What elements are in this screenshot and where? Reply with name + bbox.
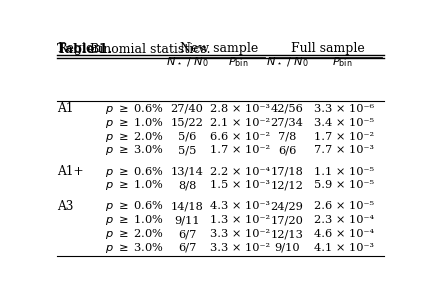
Text: 6/7: 6/7: [178, 229, 196, 239]
Text: 17/18: 17/18: [270, 166, 304, 177]
Text: A1+: A1+: [57, 165, 84, 178]
Text: 1.1 × 10⁻⁵: 1.1 × 10⁻⁵: [313, 166, 374, 177]
Text: 27/40: 27/40: [171, 104, 203, 114]
Text: 5/5: 5/5: [178, 146, 196, 156]
Text: 3.3 × 10⁻²: 3.3 × 10⁻²: [210, 243, 270, 253]
Text: 1.7 × 10⁻²: 1.7 × 10⁻²: [210, 146, 270, 156]
Text: 4.3 × 10⁻³: 4.3 × 10⁻³: [210, 201, 270, 211]
Text: $p$ $\geq$ 1.0%: $p$ $\geq$ 1.0%: [105, 116, 164, 130]
Text: 7/8: 7/8: [278, 132, 296, 142]
Text: $p$ $\geq$ 1.0%: $p$ $\geq$ 1.0%: [105, 213, 164, 227]
Text: 1.3 × 10⁻²: 1.3 × 10⁻²: [210, 215, 270, 225]
Text: Table 1.: Table 1.: [57, 43, 112, 56]
Text: 12/13: 12/13: [270, 229, 304, 239]
Text: Region: Region: [57, 42, 101, 55]
Text: 7.7 × 10⁻³: 7.7 × 10⁻³: [313, 146, 374, 156]
Text: 3.3 × 10⁻⁶: 3.3 × 10⁻⁶: [313, 104, 374, 114]
Text: New sample: New sample: [180, 42, 258, 55]
Text: 6/7: 6/7: [178, 243, 196, 253]
Text: 3.4 × 10⁻⁵: 3.4 × 10⁻⁵: [313, 118, 374, 128]
Text: 9/10: 9/10: [274, 243, 300, 253]
Text: 42/56: 42/56: [270, 104, 304, 114]
Text: 6/6: 6/6: [278, 146, 296, 156]
Text: 24/29: 24/29: [270, 201, 304, 211]
Text: 15/22: 15/22: [171, 118, 203, 128]
Text: 8/8: 8/8: [178, 181, 196, 191]
Text: $P_{\rm bin}$: $P_{\rm bin}$: [332, 56, 352, 69]
Text: 4.1 × 10⁻³: 4.1 × 10⁻³: [313, 243, 374, 253]
Text: $N_\star$ / $N_0$: $N_\star$ / $N_0$: [166, 56, 209, 69]
Text: 5.9 × 10⁻⁵: 5.9 × 10⁻⁵: [313, 181, 374, 191]
Text: A1: A1: [57, 103, 74, 116]
Text: 1.7 × 10⁻²: 1.7 × 10⁻²: [313, 132, 374, 142]
Text: 2.3 × 10⁻⁴: 2.3 × 10⁻⁴: [313, 215, 374, 225]
Text: 4.6 × 10⁻⁴: 4.6 × 10⁻⁴: [313, 229, 374, 239]
Text: 2.8 × 10⁻³: 2.8 × 10⁻³: [210, 104, 270, 114]
Text: $p$ $\geq$ 0.6%: $p$ $\geq$ 0.6%: [105, 102, 164, 116]
Text: 2.6 × 10⁻⁵: 2.6 × 10⁻⁵: [313, 201, 374, 211]
Text: 9/11: 9/11: [174, 215, 200, 225]
Text: 14/18: 14/18: [171, 201, 203, 211]
Text: 27/34: 27/34: [270, 118, 304, 128]
Text: Full sample: Full sample: [291, 42, 365, 55]
Text: 6.6 × 10⁻²: 6.6 × 10⁻²: [210, 132, 270, 142]
Text: $p$ $\geq$ 2.0%: $p$ $\geq$ 2.0%: [105, 227, 164, 241]
Text: $p$ $\geq$ 1.0%: $p$ $\geq$ 1.0%: [105, 178, 164, 192]
Text: 5/6: 5/6: [178, 132, 196, 142]
Text: $p$ $\geq$ 2.0%: $p$ $\geq$ 2.0%: [105, 130, 164, 144]
Text: $p$ $\geq$ 0.6%: $p$ $\geq$ 0.6%: [105, 165, 164, 178]
Text: 3.3 × 10⁻²: 3.3 × 10⁻²: [210, 229, 270, 239]
Text: A3: A3: [57, 200, 74, 213]
Text: $N_\star$ / $N_0$: $N_\star$ / $N_0$: [266, 56, 308, 69]
Text: Binomial statistics.: Binomial statistics.: [86, 43, 211, 56]
Text: $P_{\rm bin}$: $P_{\rm bin}$: [228, 56, 249, 69]
Text: 2.1 × 10⁻²: 2.1 × 10⁻²: [210, 118, 270, 128]
Text: 2.2 × 10⁻⁴: 2.2 × 10⁻⁴: [210, 166, 270, 177]
Text: $p$ $\geq$ 3.0%: $p$ $\geq$ 3.0%: [105, 241, 164, 255]
Text: 12/12: 12/12: [270, 181, 304, 191]
Text: 1.5 × 10⁻³: 1.5 × 10⁻³: [210, 181, 270, 191]
Text: $p$ $\geq$ 0.6%: $p$ $\geq$ 0.6%: [105, 199, 164, 213]
Text: 17/20: 17/20: [270, 215, 304, 225]
Text: 13/14: 13/14: [171, 166, 203, 177]
Text: $p$ $\geq$ 3.0%: $p$ $\geq$ 3.0%: [105, 143, 164, 158]
